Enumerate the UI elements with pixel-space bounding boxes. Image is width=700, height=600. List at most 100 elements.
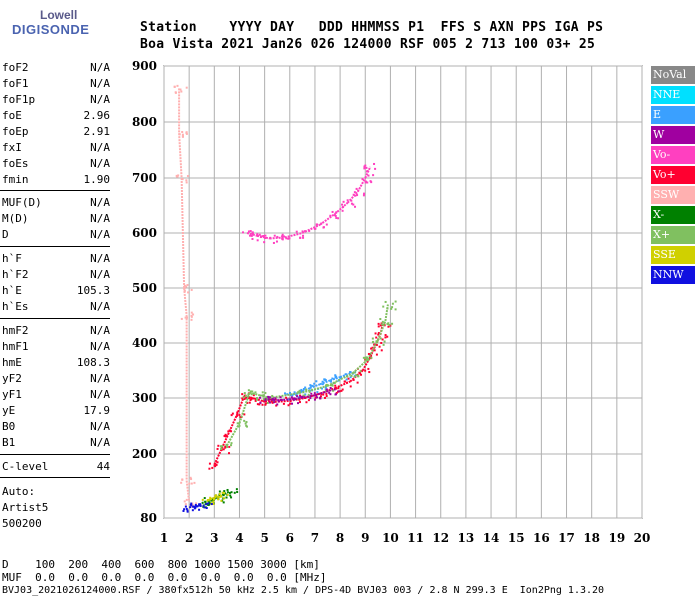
- data-point-vo: [211, 466, 214, 469]
- data-point-vo: [314, 396, 317, 399]
- trace-segment-e: [309, 383, 321, 390]
- data-point-vo: [374, 332, 377, 335]
- data-point-vo: [243, 413, 246, 416]
- data-point-x: [381, 323, 384, 326]
- data-point-x: [255, 398, 258, 401]
- data-point-x: [255, 397, 258, 400]
- param-separator: [0, 190, 110, 191]
- data-point-vo: [368, 353, 371, 356]
- data-point-w: [271, 398, 274, 401]
- data-point-ssw: [185, 179, 188, 182]
- data-point-vo: [352, 203, 355, 206]
- data-point-vo: [299, 394, 302, 397]
- data-point-vo: [369, 180, 372, 183]
- x-tick-label: 20: [634, 531, 651, 545]
- data-point-vo: [335, 392, 338, 395]
- data-point-ssw: [181, 130, 184, 133]
- legend-item: SSW: [651, 186, 695, 204]
- data-point-e: [288, 391, 291, 394]
- autoscaling-info: Artist5: [2, 501, 49, 514]
- param-value: N/A: [90, 436, 110, 449]
- data-point-vo: [368, 371, 371, 374]
- logo-lowell-text: Lowell: [40, 8, 78, 22]
- data-point-x: [383, 322, 386, 325]
- data-point-ssw: [176, 175, 179, 178]
- legend-item: W: [651, 126, 695, 144]
- data-point-e: [349, 371, 352, 374]
- data-point-vo: [249, 234, 252, 237]
- data-point-vo: [356, 381, 359, 384]
- data-point-w: [276, 403, 279, 406]
- data-point-sse: [223, 497, 226, 500]
- data-point-ssw: [190, 318, 193, 321]
- trace-segment-ssw: [185, 480, 191, 503]
- x-tick-label: 11: [407, 531, 424, 545]
- data-point-sse: [212, 500, 215, 503]
- data-point-ssw: [186, 316, 189, 319]
- data-point-w: [309, 397, 312, 400]
- data-point-x: [247, 389, 250, 392]
- data-point-ssw: [190, 478, 193, 481]
- data-point-vo: [247, 230, 250, 233]
- data-point-vo: [322, 393, 325, 396]
- data-point-e: [302, 387, 305, 390]
- param-value: 1.90: [83, 173, 111, 186]
- data-point-w: [316, 396, 319, 399]
- plot-frame: [163, 65, 643, 519]
- logo-digisonde-text: DIGISONDE: [12, 22, 90, 37]
- param-name: foF2: [2, 61, 29, 74]
- param-row: foF2 N/A: [2, 60, 110, 76]
- data-point-vo: [361, 178, 364, 181]
- param-name: hmF2: [2, 324, 29, 337]
- data-point-sse: [218, 495, 221, 498]
- data-point-ssw: [177, 174, 180, 177]
- data-point-x: [297, 391, 300, 394]
- data-point-x: [222, 501, 225, 504]
- data-point-sse: [226, 493, 229, 496]
- ionogram-plot: 1 2 3 4 5 6 7 8 9 10 11 12 13 14 15 16 17 18 19 20802003004…: [132, 59, 651, 545]
- data-point-x: [381, 320, 384, 323]
- param-row: C-level 44: [2, 459, 110, 475]
- param-value: N/A: [90, 252, 110, 265]
- param-row: M(D) N/A: [2, 211, 110, 227]
- data-point-w: [293, 397, 296, 400]
- data-point-vo: [307, 399, 310, 402]
- data-point-vo: [373, 343, 376, 346]
- data-point-sse: [218, 493, 221, 496]
- data-point-vo: [347, 377, 350, 380]
- data-point-vo: [238, 414, 241, 417]
- data-point-x: [308, 390, 311, 393]
- data-point-w: [297, 402, 300, 405]
- data-point-x: [220, 447, 223, 450]
- data-point-ssw: [179, 88, 182, 91]
- data-point-vo: [223, 435, 226, 438]
- data-point-x: [230, 491, 233, 494]
- param-row: h`F2 N/A: [2, 267, 110, 283]
- data-point-ssw: [180, 90, 183, 93]
- data-point-w: [291, 402, 294, 405]
- data-point-x: [379, 337, 382, 340]
- trace-segment-x: [302, 384, 328, 394]
- header-values: Boa Vista 2021 Jan26 026 124000 RSF 005 …: [140, 37, 596, 52]
- data-point-vo: [374, 167, 377, 170]
- data-point-ssw: [186, 284, 189, 287]
- data-point-vo: [342, 200, 345, 203]
- footer-distance-row: D 100 200 400 600 800 1000 1500 3000 [km…: [2, 558, 320, 571]
- legend-item: NNW: [651, 266, 695, 284]
- data-point-w: [279, 396, 282, 399]
- data-point-vo: [217, 444, 220, 447]
- data-point-vo: [308, 229, 311, 232]
- data-point-vo: [250, 234, 253, 237]
- data-point-vo: [380, 341, 383, 344]
- x-tick-label: 3: [210, 531, 218, 545]
- data-point-vo: [373, 162, 376, 165]
- data-point-vo: [225, 434, 228, 437]
- data-point-nnw: [194, 503, 197, 506]
- data-point-vo: [386, 335, 389, 338]
- data-point-x: [244, 394, 247, 397]
- data-point-x: [362, 356, 365, 359]
- data-point-x: [245, 424, 248, 427]
- data-point-sse: [215, 494, 218, 497]
- data-point-vo: [295, 230, 298, 233]
- data-point-vo: [349, 385, 352, 388]
